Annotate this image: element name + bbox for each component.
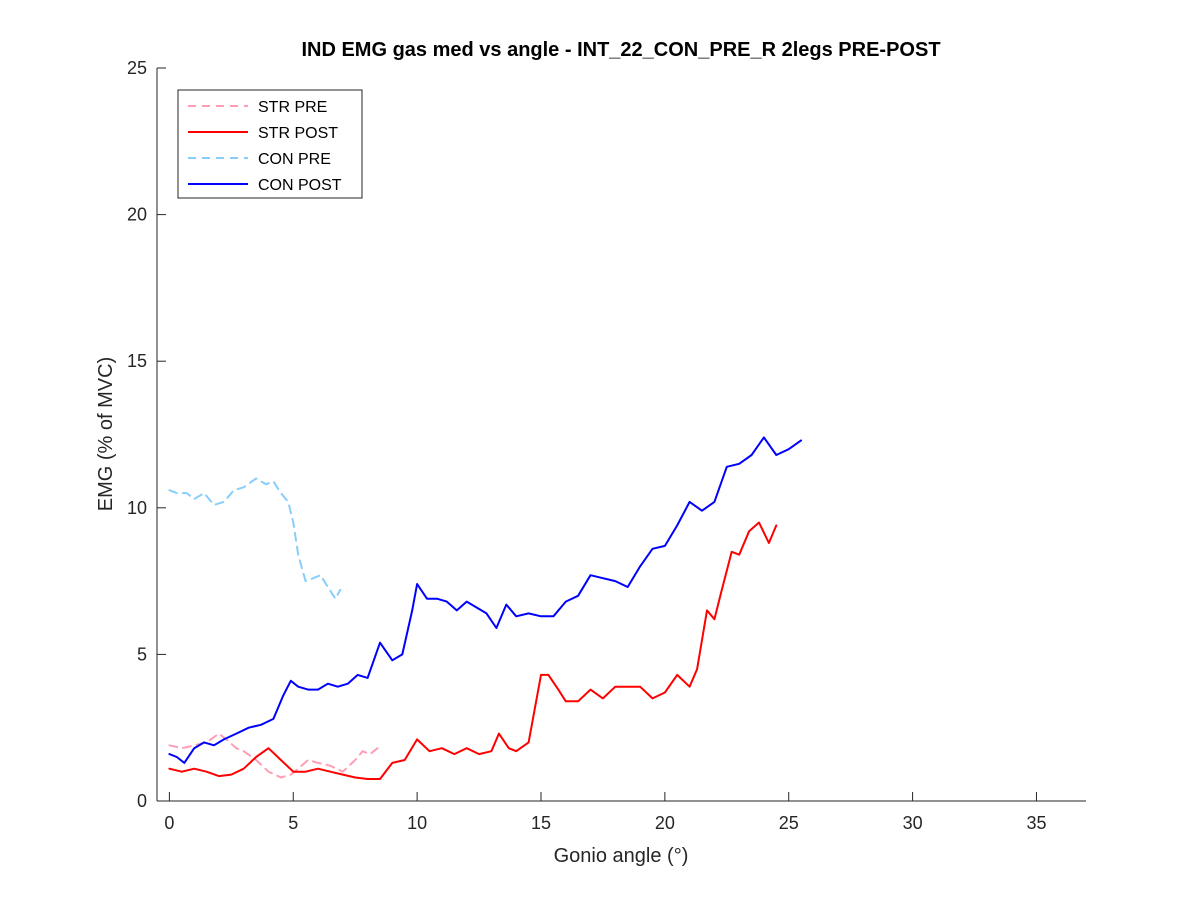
y-tick-label: 25: [127, 58, 147, 78]
series-line-3: [168, 436, 803, 764]
legend-label-3: CON POST: [258, 177, 342, 194]
legend-box: [177, 89, 363, 199]
y-axis-label: EMG (% of MVC): [95, 357, 117, 511]
y-axis-ticks: 0 5 10 15 20 25: [127, 58, 166, 811]
y-tick-label: 10: [127, 498, 147, 518]
x-tick-label: 0: [164, 813, 174, 833]
x-tick-label: 5: [288, 813, 298, 833]
series-line-1: [168, 521, 778, 780]
series-layer: [168, 436, 803, 780]
chart-title: IND EMG gas med vs angle - INT_22_CON_PR…: [301, 39, 940, 61]
x-tick-label: 20: [655, 813, 675, 833]
legend-label-2: CON PRE: [258, 151, 331, 168]
y-tick-label: 5: [137, 644, 147, 664]
legend: STR PRE STR POST CON PRE CON POST: [177, 89, 363, 199]
x-axis-label: Gonio angle (°): [554, 845, 689, 867]
y-tick-label: 15: [127, 351, 147, 371]
x-tick-label: 35: [1026, 813, 1046, 833]
series-line-2: [168, 477, 342, 600]
x-tick-label: 10: [407, 813, 427, 833]
y-tick-label: 0: [137, 791, 147, 811]
x-axis-ticks: 0 5 10 15 20 25 30 35: [164, 792, 1046, 833]
y-tick-label: 20: [127, 205, 147, 225]
x-tick-label: 25: [779, 813, 799, 833]
series-line-0: [168, 732, 379, 779]
legend-label-0: STR PRE: [258, 99, 327, 116]
legend-label-1: STR POST: [258, 125, 338, 142]
x-tick-label: 15: [531, 813, 551, 833]
x-tick-label: 30: [903, 813, 923, 833]
